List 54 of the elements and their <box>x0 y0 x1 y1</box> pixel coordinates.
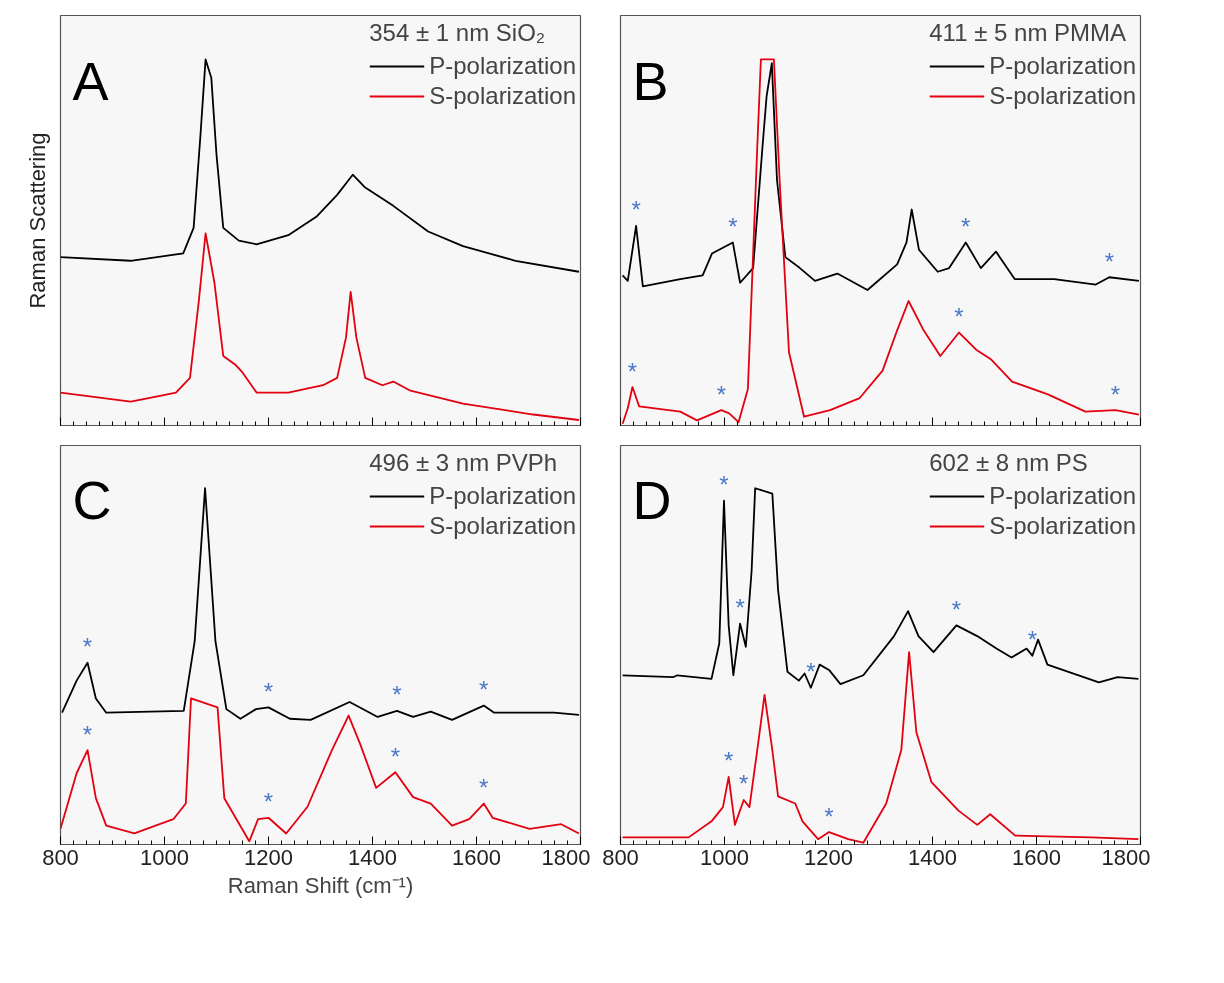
x-tick-label: 1400 <box>348 844 397 870</box>
chart-title: B <box>632 50 669 111</box>
x-tick-label: 1200 <box>244 844 293 870</box>
legend-title: 496 ± 3 nm PVPh <box>369 449 559 477</box>
annotation: * <box>82 633 93 661</box>
x-tick-label: 1200 <box>804 844 853 870</box>
annotation: * <box>263 788 274 816</box>
chart-title: D <box>632 469 672 530</box>
x-tick-label: 1600 <box>452 844 501 870</box>
annotation: * <box>392 681 402 709</box>
annotation: * <box>1110 380 1121 408</box>
legend-title: 411 ± 5 nm PMMA <box>929 19 1128 47</box>
x-tick-label: 1800 <box>541 844 591 870</box>
annotation: * <box>716 380 727 408</box>
annotation: * <box>82 720 93 748</box>
x-tick-label: 1000 <box>700 844 749 870</box>
annotation: * <box>263 677 274 705</box>
legend-title: 602 ± 8 nm PS <box>929 449 1089 477</box>
x-tick-label: 800 <box>42 844 79 870</box>
legend-label: P-polarization <box>989 481 1136 511</box>
annotation: * <box>627 357 638 385</box>
annotation: * <box>479 676 489 704</box>
annotation: * <box>954 303 964 331</box>
legend-title: 354 ± 1 nm SiO₂ <box>369 19 547 47</box>
chart-title: C <box>72 469 112 530</box>
annotation: * <box>390 742 401 770</box>
annotation: * <box>951 595 962 623</box>
annotation: * <box>723 747 734 775</box>
annotation: * <box>735 594 745 622</box>
legend-label: S-polarization <box>989 81 1136 111</box>
legend-label: S-polarization <box>429 81 576 111</box>
x-tick-label: 1600 <box>1012 844 1061 870</box>
annotation: * <box>479 774 489 802</box>
x-tick-label: 1400 <box>908 844 957 870</box>
annotation: * <box>739 770 749 798</box>
annotation: * <box>631 196 641 224</box>
x-axis-title: Raman Shift (cm⁻¹) <box>227 872 414 898</box>
annotation: * <box>961 212 971 240</box>
annotation: * <box>1104 247 1114 275</box>
x-tick-label: 800 <box>602 844 639 870</box>
legend-label: P-polarization <box>429 481 576 511</box>
y-axis-title: Raman Scattering <box>24 132 50 309</box>
legend-label: P-polarization <box>989 51 1136 81</box>
legend-label: P-polarization <box>429 51 576 81</box>
annotation: * <box>824 802 834 830</box>
chart-title: A <box>72 50 109 111</box>
annotation: * <box>728 212 738 240</box>
annotation: * <box>719 471 729 499</box>
annotation: * <box>1027 626 1038 654</box>
legend-label: S-polarization <box>429 511 576 541</box>
annotation: * <box>806 658 816 686</box>
x-tick-label: 1000 <box>140 844 189 870</box>
legend-label: S-polarization <box>989 511 1136 541</box>
x-tick-label: 1800 <box>1101 844 1151 870</box>
